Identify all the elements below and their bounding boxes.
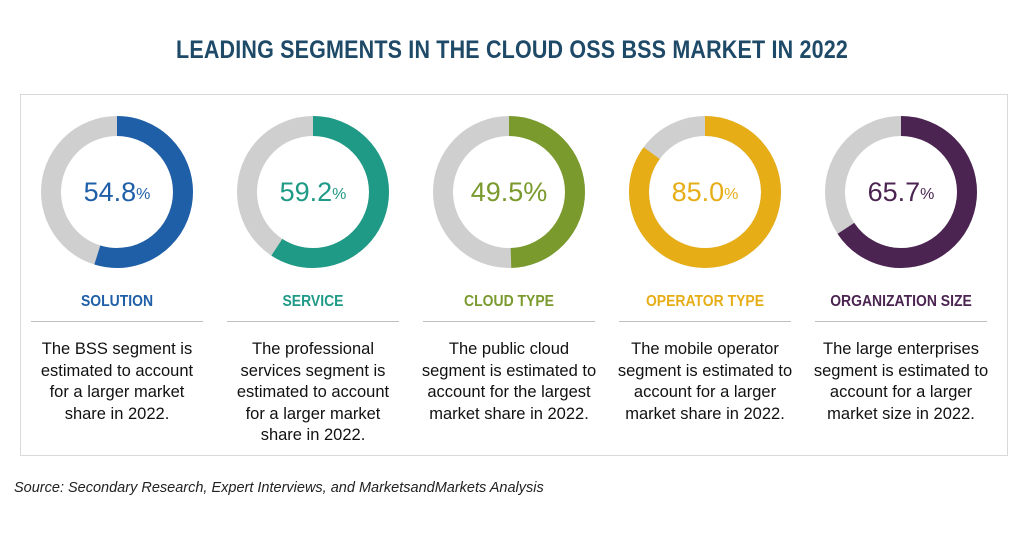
segment-cloud-type: 49.5% CLOUD TYPE The public cloud segmen… (421, 95, 597, 455)
segment-label: OPERATOR TYPE (645, 293, 765, 310)
segment-label: SOLUTION (80, 293, 154, 310)
donut-svg (41, 116, 193, 268)
segment-label: SERVICE (282, 293, 344, 310)
percentage-value: 65.7% (824, 115, 978, 269)
percentage-number: 59.2 (279, 176, 333, 207)
percentage-unit: % (136, 186, 151, 203)
donut-svg (825, 116, 977, 268)
percentage-unit: % (920, 186, 935, 203)
percentage-number: 65.7 (867, 176, 921, 207)
donut-chart: 59.2% (236, 115, 390, 269)
divider (619, 321, 791, 322)
segment-solution: 54.8% SOLUTION The BSS segment is estima… (31, 95, 203, 455)
segment-label: ORGANIZATION SIZE (830, 293, 972, 310)
divider (815, 321, 987, 322)
percentage-unit: % (332, 186, 347, 203)
donut-chart: 85.0% (628, 115, 782, 269)
percentage-value: 85.0% (628, 115, 782, 269)
donut-chart: 54.8% (40, 115, 194, 269)
segment-operator-type: 85.0% OPERATOR TYPE The mobile operator … (617, 95, 793, 455)
donut-arc (825, 116, 977, 268)
donut-svg (237, 116, 389, 268)
source-note: Source: Secondary Research, Expert Inter… (14, 480, 544, 496)
divider (31, 321, 203, 322)
percentage-unit: % (724, 186, 739, 203)
divider (227, 321, 399, 322)
donut-svg (433, 116, 585, 268)
percentage-number: 54.8 (83, 176, 137, 207)
donut-arc (41, 116, 193, 268)
segment-label: CLOUD TYPE (464, 293, 554, 310)
donut-arc (433, 116, 585, 268)
segment-description: The mobile operator segment is estimated… (617, 340, 793, 423)
percentage-number: 49.5% (470, 176, 548, 207)
segment-service: 59.2% SERVICE The professional services … (227, 95, 399, 455)
percentage-value: 59.2% (236, 115, 390, 269)
percentage-value: 49.5% (432, 115, 586, 269)
donut-chart: 49.5% (432, 115, 586, 269)
donut-chart: 65.7% (824, 115, 978, 269)
segments-panel: 54.8% SOLUTION The BSS segment is estima… (20, 94, 1008, 456)
donut-arc (237, 116, 389, 268)
segment-description: The BSS segment is estimated to account … (40, 340, 194, 423)
percentage-value: 54.8% (40, 115, 194, 269)
donut-svg (629, 116, 781, 268)
segment-organization-size: 65.7% ORGANIZATION SIZE The large enterp… (813, 95, 989, 455)
chart-title: LEADING SEGMENTS IN THE CLOUD OSS BSS MA… (176, 36, 848, 64)
segment-description: The large enterprises segment is estimat… (813, 340, 989, 423)
donut-arc (629, 116, 781, 268)
divider (423, 321, 595, 322)
percentage-number: 85.0 (671, 176, 725, 207)
segment-description: The public cloud segment is estimated to… (421, 340, 597, 423)
segment-description: The professional services segment is est… (236, 340, 390, 444)
